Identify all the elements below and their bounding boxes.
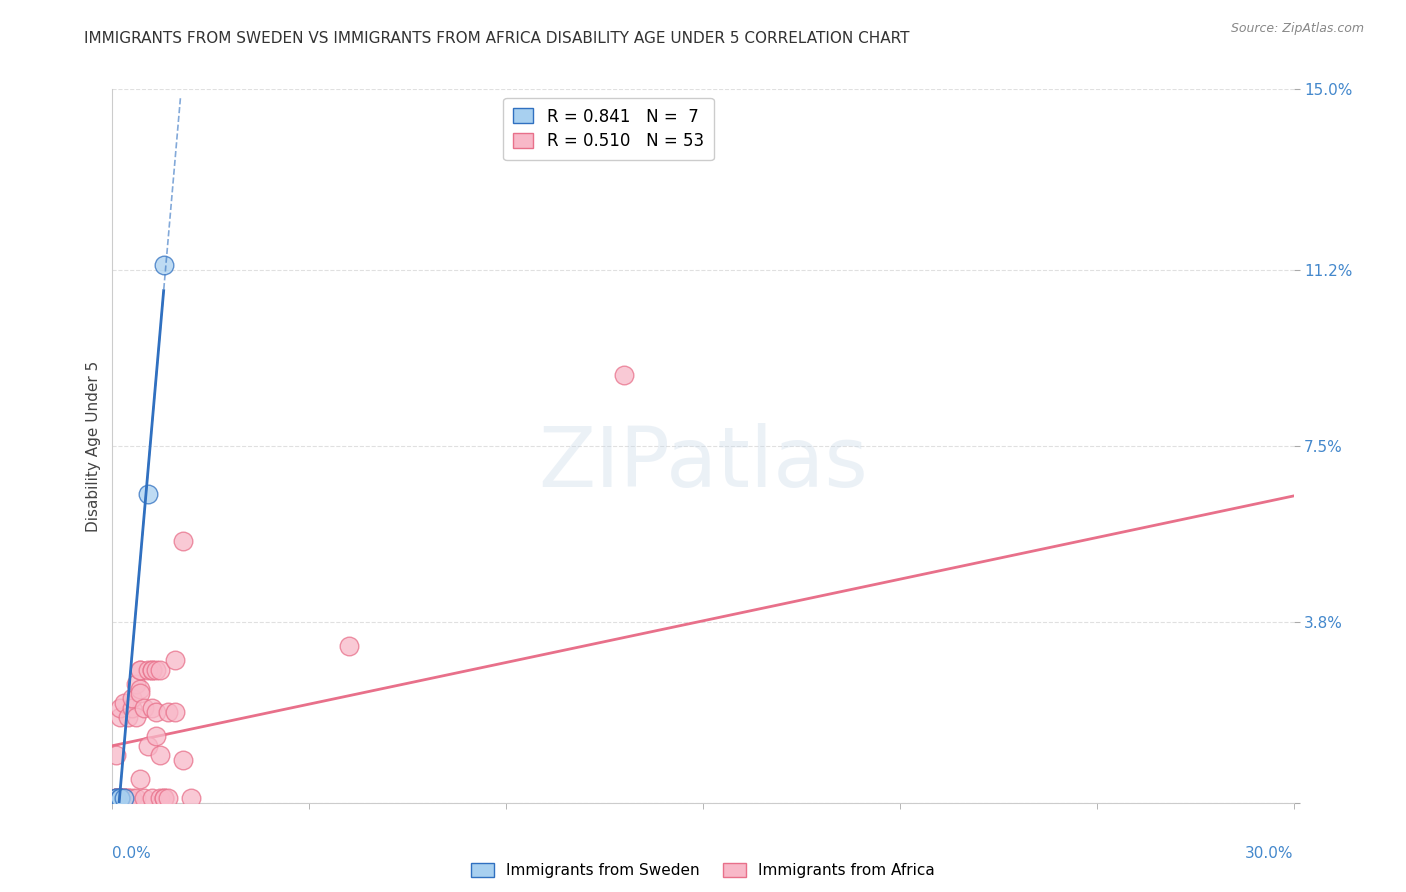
Text: 0.0%: 0.0% <box>112 846 152 861</box>
Legend: Immigrants from Sweden, Immigrants from Africa: Immigrants from Sweden, Immigrants from … <box>465 857 941 884</box>
Point <box>613 368 636 382</box>
Point <box>105 791 128 805</box>
Point <box>129 663 152 677</box>
Point <box>105 791 128 805</box>
Point <box>110 791 132 805</box>
Point <box>112 791 135 805</box>
Point <box>117 791 139 805</box>
Point <box>129 772 152 786</box>
Point <box>149 663 172 677</box>
Point <box>180 791 202 805</box>
Point <box>121 791 143 805</box>
Point <box>145 706 167 720</box>
Point <box>110 710 132 724</box>
Legend: R = 0.841   N =  7, R = 0.510   N = 53: R = 0.841 N = 7, R = 0.510 N = 53 <box>503 97 714 161</box>
Point <box>136 739 159 753</box>
Point <box>165 706 187 720</box>
Text: 30.0%: 30.0% <box>1246 846 1294 861</box>
Text: IMMIGRANTS FROM SWEDEN VS IMMIGRANTS FROM AFRICA DISABILITY AGE UNDER 5 CORRELAT: IMMIGRANTS FROM SWEDEN VS IMMIGRANTS FRO… <box>84 31 910 46</box>
Point <box>156 706 179 720</box>
Point <box>125 677 148 691</box>
Point <box>141 663 163 677</box>
Point <box>141 700 163 714</box>
Point <box>112 791 135 805</box>
Point <box>145 663 167 677</box>
Point <box>152 791 174 805</box>
Point <box>145 729 167 743</box>
Point <box>129 663 152 677</box>
Point <box>112 791 135 805</box>
Point <box>136 663 159 677</box>
Point <box>156 791 179 805</box>
Point <box>141 663 163 677</box>
Point <box>125 791 148 805</box>
Point <box>152 791 174 805</box>
Point <box>110 700 132 714</box>
Point <box>110 791 132 805</box>
Point <box>121 700 143 714</box>
Point <box>129 681 152 696</box>
Point <box>149 748 172 763</box>
Point <box>105 748 128 763</box>
Point <box>132 700 155 714</box>
Point <box>132 791 155 805</box>
Point <box>125 710 148 724</box>
Y-axis label: Disability Age Under 5: Disability Age Under 5 <box>86 360 101 532</box>
Point <box>129 686 152 700</box>
Point <box>105 791 128 805</box>
Point <box>105 791 128 805</box>
Point <box>110 791 132 805</box>
Point <box>172 753 194 767</box>
Point <box>105 791 128 805</box>
Point <box>112 791 135 805</box>
Point <box>337 639 360 653</box>
Text: Source: ZipAtlas.com: Source: ZipAtlas.com <box>1230 22 1364 36</box>
Point <box>105 791 128 805</box>
Point <box>152 258 174 272</box>
Point <box>121 691 143 706</box>
Point <box>165 653 187 667</box>
Point <box>110 791 132 805</box>
Point <box>112 696 135 710</box>
Point <box>149 791 172 805</box>
Point <box>110 791 132 805</box>
Point <box>172 534 194 549</box>
Point <box>141 791 163 805</box>
Point <box>136 486 159 500</box>
Point <box>117 710 139 724</box>
Point <box>117 791 139 805</box>
Text: ZIPatlas: ZIPatlas <box>538 424 868 504</box>
